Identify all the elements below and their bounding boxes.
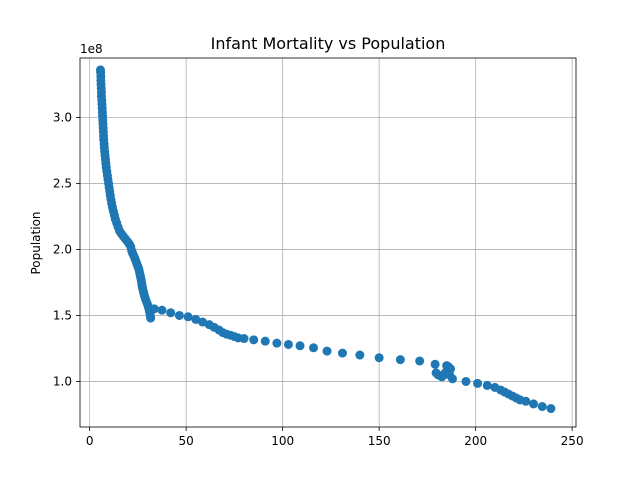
- y-axis: 1.0 1.5 2.0 2.5 3.0: [53, 110, 80, 388]
- scatter-point: [430, 359, 440, 369]
- scatter-point: [239, 334, 249, 344]
- scatter-point: [249, 335, 259, 345]
- scatter-point: [395, 355, 405, 365]
- scatter-point: [166, 308, 176, 318]
- scatter-point: [322, 346, 332, 356]
- scatter-point: [146, 313, 156, 323]
- x-axis: 0 50 100 150 200 250: [86, 427, 584, 448]
- chart-title: Infant Mortality vs Population: [211, 34, 446, 53]
- y-tick-label: 2.5: [53, 176, 72, 190]
- x-tick-label: 100: [271, 434, 294, 448]
- scatter-point: [355, 350, 365, 360]
- scatter-point: [374, 353, 384, 363]
- scatter-point: [309, 343, 319, 353]
- scatter-point: [447, 374, 457, 384]
- scatter-point: [337, 348, 347, 358]
- scatter-point: [260, 336, 270, 346]
- y-tick-label: 3.0: [53, 110, 72, 124]
- grid: [80, 58, 576, 427]
- scatter-point: [191, 314, 201, 324]
- y-tick-label: 1.0: [53, 374, 72, 388]
- scatter-point: [283, 339, 293, 349]
- scatter-point: [415, 356, 425, 366]
- scatter-point: [183, 312, 193, 322]
- scatter-point: [149, 304, 159, 314]
- y-tick-label: 1.5: [53, 308, 72, 322]
- y-axis-label: Population: [29, 211, 43, 274]
- scatter-point: [521, 396, 531, 406]
- scatter-point: [537, 402, 547, 412]
- x-tick-label: 150: [368, 434, 391, 448]
- scatter-point: [198, 317, 208, 327]
- scatter-point: [461, 376, 471, 386]
- scatter-point: [546, 404, 556, 414]
- plot-frame: [79, 57, 577, 428]
- y-tick-label: 2.0: [53, 242, 72, 256]
- x-tick-label: 250: [561, 434, 584, 448]
- data-points: [95, 65, 556, 414]
- x-tick-label: 200: [464, 434, 487, 448]
- scatter-point: [473, 378, 483, 388]
- y-offset-label: 1e8: [80, 42, 103, 56]
- scatter-point: [529, 399, 539, 409]
- scatter-point: [174, 310, 184, 320]
- scatter-point: [157, 305, 167, 315]
- x-tick-label: 0: [86, 434, 94, 448]
- scatter-point: [482, 380, 492, 390]
- x-tick-label: 50: [179, 434, 194, 448]
- scatter-point: [295, 341, 305, 351]
- scatter-point: [272, 338, 282, 348]
